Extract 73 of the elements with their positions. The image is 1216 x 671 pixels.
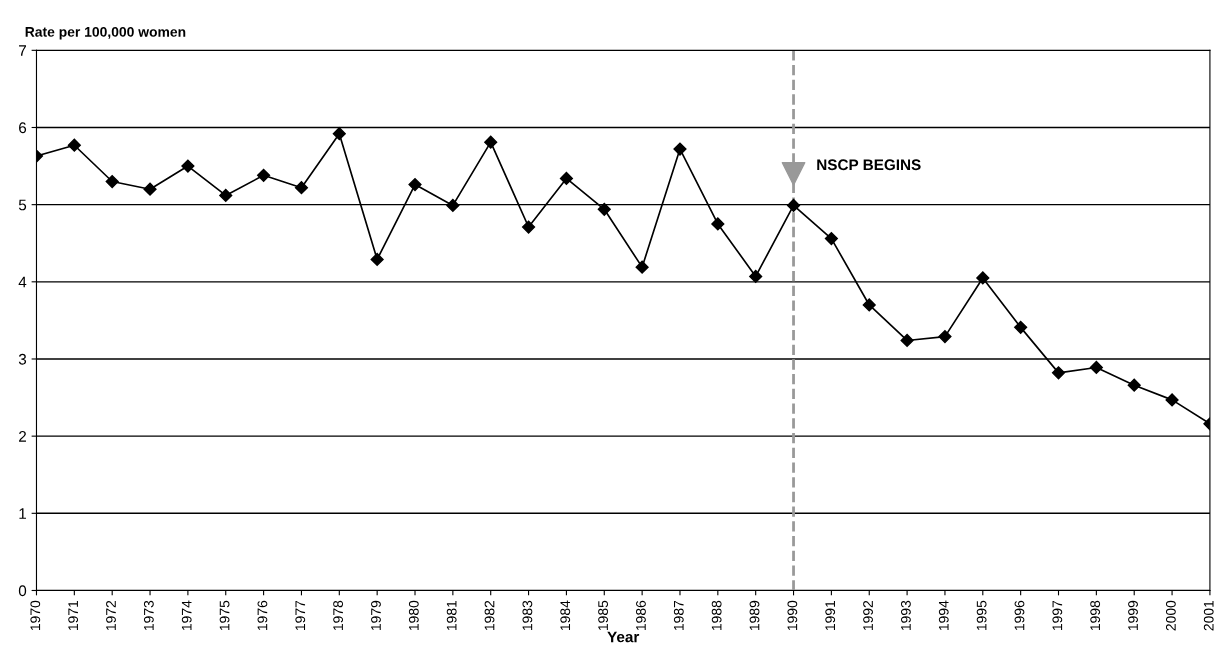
x-tick-label: 1982	[484, 600, 495, 631]
point	[105, 174, 119, 189]
point	[673, 142, 687, 156]
point	[294, 181, 309, 195]
point	[559, 171, 574, 186]
y-tick-label: 4	[18, 276, 27, 288]
point	[1127, 378, 1141, 392]
point	[446, 198, 460, 213]
point	[1165, 393, 1179, 407]
x-tick-label: 1996	[1014, 600, 1025, 631]
point	[332, 127, 346, 141]
x-tick-label: 1975	[219, 600, 230, 631]
point	[976, 271, 990, 285]
x-tick-label: 1994	[938, 600, 949, 631]
point	[408, 178, 422, 192]
x-tick-label: 1983	[522, 600, 533, 631]
x-tick-label: 1991	[825, 600, 836, 631]
point	[711, 217, 725, 231]
x-tick-label: 2001	[1203, 600, 1214, 631]
y-tick-label: 7	[19, 45, 26, 56]
x-tick-label: 1995	[976, 600, 987, 631]
x-tick-label: 1986	[636, 600, 646, 631]
x-tick-label: 1972	[106, 600, 116, 631]
point	[862, 298, 876, 312]
point	[786, 198, 801, 213]
x-tick-label: 1978	[333, 600, 344, 631]
y-tick-label: 0	[18, 585, 27, 597]
x-tick-label: 1974	[181, 600, 192, 631]
x-tick-label: 1979	[371, 600, 381, 631]
x-tick-label: 1988	[711, 600, 722, 631]
point	[484, 135, 498, 149]
x-tick-label: 1977	[295, 600, 306, 631]
x-tick-label: 1997	[1052, 600, 1063, 631]
point	[900, 333, 914, 348]
y-tick-label: 1	[19, 508, 27, 519]
x-tick-label: 1981	[446, 600, 457, 631]
point	[143, 182, 157, 196]
x-tick-label: 1971	[68, 600, 79, 631]
x-tick-label: 1980	[408, 600, 419, 631]
x-tick-label: 1998	[1090, 600, 1101, 631]
point	[1014, 320, 1028, 334]
point	[67, 138, 81, 152]
x-tick-label: 1984	[560, 600, 571, 631]
point	[597, 202, 611, 216]
x-axis-title: Year	[607, 631, 640, 643]
ref-line-label: NSCP BEGINS	[817, 159, 921, 171]
point	[635, 260, 649, 274]
x-tick-label: 2000	[1165, 600, 1176, 631]
point	[219, 188, 233, 202]
point	[181, 159, 195, 173]
y-tick-label: 5	[18, 199, 27, 211]
x-tick-label: 1976	[257, 600, 268, 631]
x-tick-label: 1990	[787, 600, 798, 631]
point	[257, 168, 271, 182]
x-tick-label: 1987	[673, 600, 684, 631]
y-tick-label: 6	[19, 122, 27, 134]
point	[370, 252, 384, 267]
point	[749, 269, 763, 284]
point	[521, 220, 536, 234]
y-axis-title: Rate per 100,000 women	[25, 26, 186, 40]
x-tick-label: 1993	[900, 600, 911, 631]
x-tick-label: 1985	[598, 600, 608, 631]
x-tick-label: 1970	[30, 600, 41, 631]
point	[938, 330, 952, 344]
point	[824, 232, 838, 246]
x-tick-label: 1989	[749, 600, 760, 631]
y-tick-label: 3	[18, 353, 27, 365]
y-tick-label: 2	[19, 431, 26, 442]
x-tick-label: 1999	[1128, 600, 1138, 631]
point	[1051, 366, 1066, 380]
point	[1089, 360, 1103, 375]
x-tick-label: 1992	[863, 600, 873, 631]
x-tick-label: 1973	[143, 600, 154, 631]
